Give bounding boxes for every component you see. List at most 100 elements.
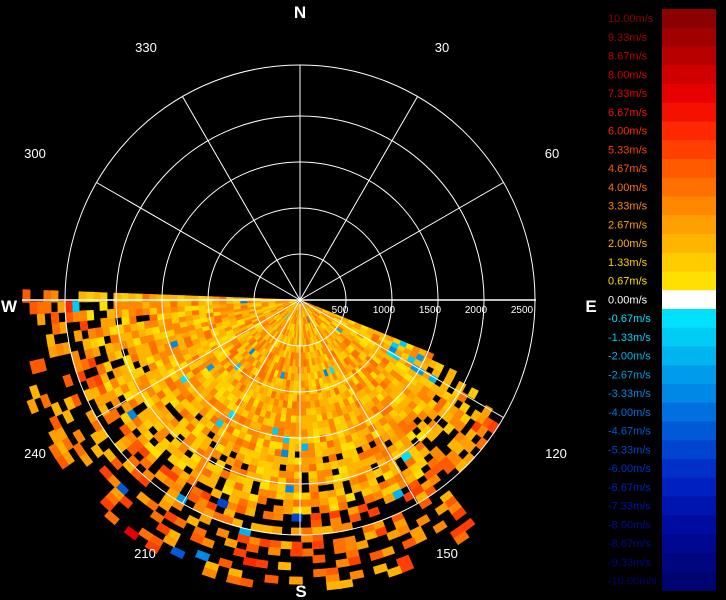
colorbar-swatch: [662, 440, 716, 460]
velocity-gate: [218, 300, 227, 305]
velocity-gate: [300, 464, 310, 473]
bearing-spoke: [299, 299, 504, 418]
velocity-gate: [64, 301, 73, 313]
velocity-gate: [189, 532, 205, 545]
velocity-sweep: [22, 289, 500, 591]
colorbar-label: 2.67m/s: [608, 219, 648, 231]
colorbar-swatch: [662, 9, 716, 29]
range-label-2000: 2000: [465, 305, 488, 316]
velocity-gate: [369, 549, 384, 562]
colorbar-label: 4.00m/s: [608, 182, 648, 194]
velocity-gate: [290, 548, 303, 557]
velocity-gate: [290, 541, 303, 550]
velocity-colorbar: 10.00m/s 9.33m/s 8.67m/s 8.00m/s 7.33m/s 6.67…: [608, 9, 716, 591]
velocity-gate: [225, 300, 234, 305]
bearing-label-330: 330: [135, 40, 157, 55]
velocity-gate: [211, 300, 220, 305]
velocity-gate: [282, 498, 294, 508]
velocity-gate: [307, 449, 316, 459]
colorbar-label: -4.67m/s: [608, 426, 651, 438]
bearing-spoke: [299, 299, 418, 504]
velocity-gate: [148, 306, 158, 315]
colorbar-label: -10.00m/s: [608, 576, 657, 588]
colorbar-label: -8.00m/s: [608, 519, 651, 531]
colorbar-swatch: [662, 327, 716, 347]
colorbar-label: -2.67m/s: [608, 369, 651, 381]
velocity-gate: [48, 415, 62, 431]
south-label: S: [295, 582, 306, 600]
velocity-gate: [306, 442, 315, 452]
velocity-gate: [313, 568, 327, 578]
velocity-gate: [169, 305, 178, 313]
colorbar-label: -9.33m/s: [608, 557, 651, 569]
velocity-gate: [134, 307, 144, 317]
colorbar-swatch: [662, 215, 716, 235]
velocity-gate: [312, 554, 326, 564]
colorbar-swatch: [662, 421, 716, 441]
bearing-label-30: 30: [435, 40, 449, 55]
velocity-gate: [310, 519, 323, 529]
colorbar-label: -5.33m/s: [608, 444, 651, 456]
bearing-spoke: [299, 96, 418, 301]
velocity-gate: [225, 574, 242, 586]
colorbar-label: 7.33m/s: [608, 88, 648, 100]
velocity-gate: [141, 307, 151, 316]
velocity-gate: [283, 485, 294, 494]
colorbar-swatch: [662, 140, 716, 160]
colorbar-label: 2.00m/s: [608, 238, 648, 250]
velocity-gate: [401, 537, 417, 550]
velocity-gate: [367, 506, 381, 518]
bearing-spoke: [96, 299, 301, 418]
velocity-gate: [119, 423, 132, 437]
velocity-gate: [62, 373, 74, 388]
velocity-gate: [300, 429, 308, 438]
velocity-gate: [300, 450, 309, 459]
velocity-gate: [36, 301, 45, 315]
velocity-gate: [300, 443, 309, 452]
velocity-gate: [79, 319, 89, 332]
colorbar-label: 5.33m/s: [608, 144, 648, 156]
velocity-gate: [300, 499, 312, 508]
polar-grid: [22, 64, 536, 536]
velocity-gate: [386, 565, 403, 578]
velocity-gate: [43, 301, 52, 314]
velocity-gate: [285, 464, 295, 473]
velocity-gate: [300, 415, 307, 424]
velocity-gate: [442, 422, 456, 435]
velocity-gate: [99, 496, 116, 512]
velocity-gate: [50, 311, 60, 325]
velocity-gate: [426, 429, 439, 443]
velocity-gate: [402, 489, 417, 503]
west-label: W: [1, 297, 18, 316]
velocity-gate: [301, 534, 314, 543]
velocity-gate: [306, 429, 314, 438]
velocity-gate: [282, 505, 294, 515]
colorbar-label: -6.00m/s: [608, 463, 651, 475]
velocity-gate: [162, 300, 171, 308]
velocity-gate: [300, 394, 306, 403]
range-label-500: 500: [332, 305, 349, 316]
velocity-gate: [57, 301, 66, 314]
velocity-gate: [386, 528, 401, 541]
velocity-gate: [262, 510, 275, 521]
colorbar-swatch: [662, 346, 716, 366]
velocity-gate: [71, 301, 80, 313]
velocity-gate: [301, 548, 314, 557]
velocity-gate: [453, 530, 470, 546]
velocity-gate: [190, 300, 199, 307]
velocity-gate: [300, 422, 308, 431]
colorbar-swatch: [662, 552, 716, 572]
velocity-gate: [215, 527, 230, 539]
bearing-spoke: [182, 96, 301, 301]
velocity-gate: [48, 428, 62, 445]
colorbar-label: 1.33m/s: [608, 257, 648, 269]
velocity-gate: [326, 580, 341, 591]
velocity-gate: [176, 300, 185, 307]
colorbar-swatch: [662, 121, 716, 141]
velocity-gate: [144, 540, 161, 554]
velocity-gate: [71, 310, 81, 323]
velocity-gate: [467, 387, 479, 400]
velocity-gate: [148, 300, 157, 309]
velocity-gate: [26, 398, 39, 415]
